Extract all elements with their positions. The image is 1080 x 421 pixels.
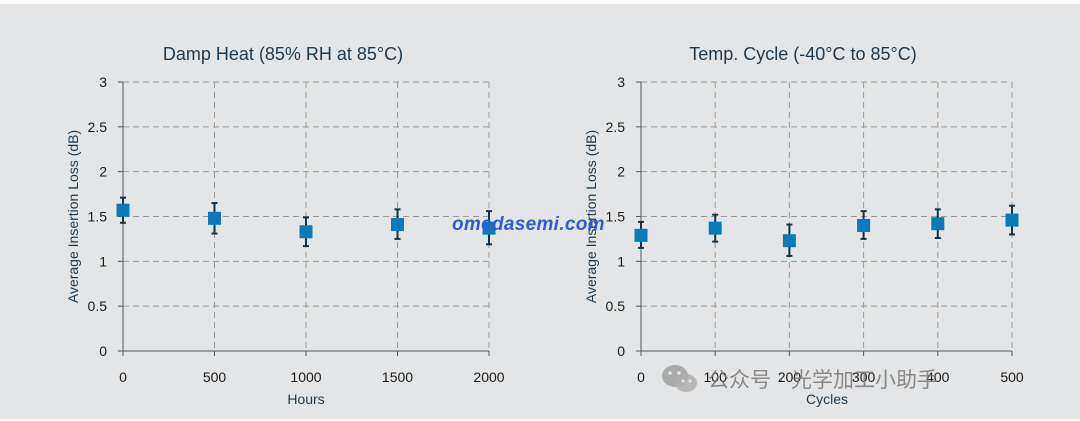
chart2-data-point [931, 217, 945, 231]
chart2-ytick-label: 2 [617, 164, 625, 180]
chart1-xlabel: Hours [287, 391, 324, 407]
chart1-ytick-label: 2 [99, 164, 107, 180]
chart1-ytick-label: 3 [99, 74, 107, 90]
chart1-ytick-label: 0.5 [88, 298, 108, 314]
chart1-xtick-label: 500 [203, 369, 227, 385]
chart1-data-point [299, 225, 313, 239]
chart2-ylabel: Average Insertion Loss (dB) [583, 130, 599, 303]
chart2-xtick-label: 100 [704, 369, 728, 385]
chart1-ytick-label: 0 [99, 343, 107, 359]
chart2-xtick-label: 400 [926, 369, 950, 385]
wechat-watermark: 公众号 · 光学加工小助手 [660, 362, 938, 396]
chart2-data-point [1005, 213, 1019, 227]
chart2-ytick-label: 2.5 [606, 119, 626, 135]
chart1-ytick-label: 2.5 [88, 119, 108, 135]
chart2-data-point [857, 218, 871, 232]
chart1-ytick-label: 1.5 [88, 209, 108, 225]
chart2-ytick-label: 1.5 [606, 209, 626, 225]
chart1-xtick-label: 1000 [290, 369, 321, 385]
chart1-ylabel: Average Insertion Loss (dB) [65, 130, 81, 303]
chart2-ytick-label: 0.5 [606, 298, 626, 314]
figure-panel: 0 0.5 1 1.5 2 2.5 3 0 500 1000 1500 2000 Damp Heat (… [0, 4, 1080, 419]
chart1-data-point [482, 221, 496, 235]
wechat-icon [660, 362, 700, 396]
chart2-xlabel: Cycles [806, 391, 848, 407]
chart1-xtick-label: 1500 [382, 369, 413, 385]
chart2-ytick-label: 1 [617, 253, 625, 269]
chart2-xtick-label: 500 [1000, 369, 1024, 385]
chart1-data-point [208, 211, 221, 225]
chart2-title: Temp. Cycle (-40°C to 85°C) [689, 44, 916, 64]
chart1-xtick-label: 2000 [473, 369, 504, 385]
chart1-data-point [391, 218, 404, 232]
chart2-data-point [708, 221, 722, 235]
wechat-label: 公众号 · 光学加工小助手 [708, 368, 939, 392]
chart1-title: Damp Heat (85% RH at 85°C) [163, 44, 403, 64]
chart2-ytick-label: 3 [617, 74, 625, 90]
chart1-xtick-label: 0 [119, 369, 127, 385]
chart1-ytick-label: 1 [99, 253, 107, 269]
chart2-ytick-label: 0 [617, 343, 625, 359]
chart2-xtick-label: 0 [637, 369, 645, 385]
chart2-xtick-label: 200 [778, 369, 802, 385]
watermark-text: omedasemi.com [452, 214, 605, 235]
chart2-data-point [782, 234, 796, 248]
chart1-data-point [116, 203, 130, 217]
chart2-data-point [634, 228, 648, 242]
chart2-xtick-label: 300 [852, 369, 876, 385]
